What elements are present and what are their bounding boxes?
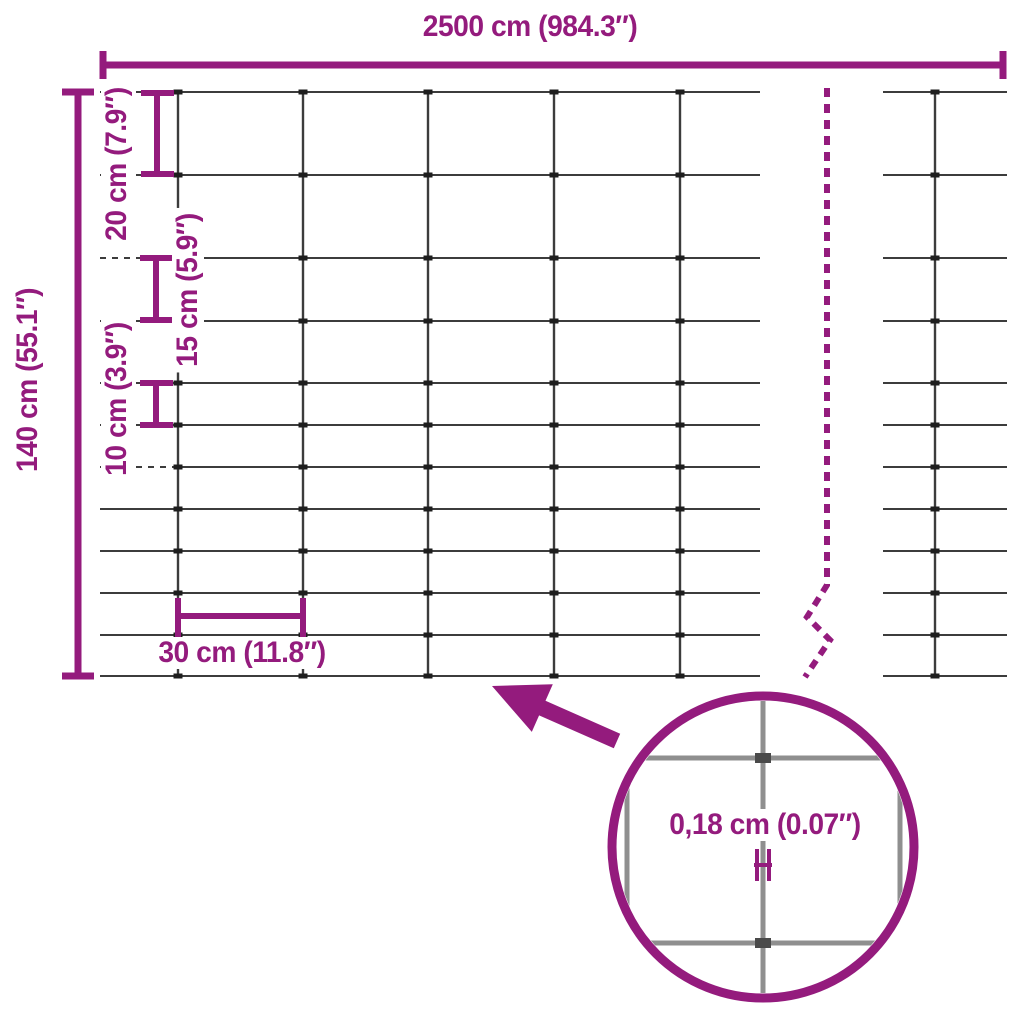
break-line bbox=[802, 88, 834, 679]
mesh-right-section bbox=[883, 90, 1007, 678]
pointer-arrow-icon bbox=[492, 684, 621, 749]
row-gap-10-bracket bbox=[140, 380, 173, 428]
row-gap-20-bracket bbox=[141, 90, 174, 177]
left-height-dimension bbox=[62, 88, 94, 680]
column-gap-label: 30 cm (11.8″) bbox=[152, 637, 332, 669]
wire-thickness-label: 0,18 cm (0.07″) bbox=[663, 809, 867, 841]
column-gap-30-bracket bbox=[175, 598, 306, 637]
top-width-dimension bbox=[99, 51, 1007, 79]
row-gap-20-label: 20 cm (7.9″) bbox=[100, 81, 133, 247]
row-gap-10-label: 10 cm (3.9″) bbox=[100, 316, 133, 482]
magnifier-wires bbox=[617, 701, 909, 993]
total-height-label: 140 cm (55.1″) bbox=[11, 287, 44, 473]
wire-thickness-marker bbox=[754, 849, 772, 881]
magnifier-circle bbox=[607, 691, 919, 1003]
total-width-label: 2500 cm (984.3″) bbox=[422, 10, 638, 43]
row-gap-15-bracket bbox=[140, 255, 173, 323]
row-gap-15-label: 15 cm (5.9″) bbox=[171, 207, 204, 373]
